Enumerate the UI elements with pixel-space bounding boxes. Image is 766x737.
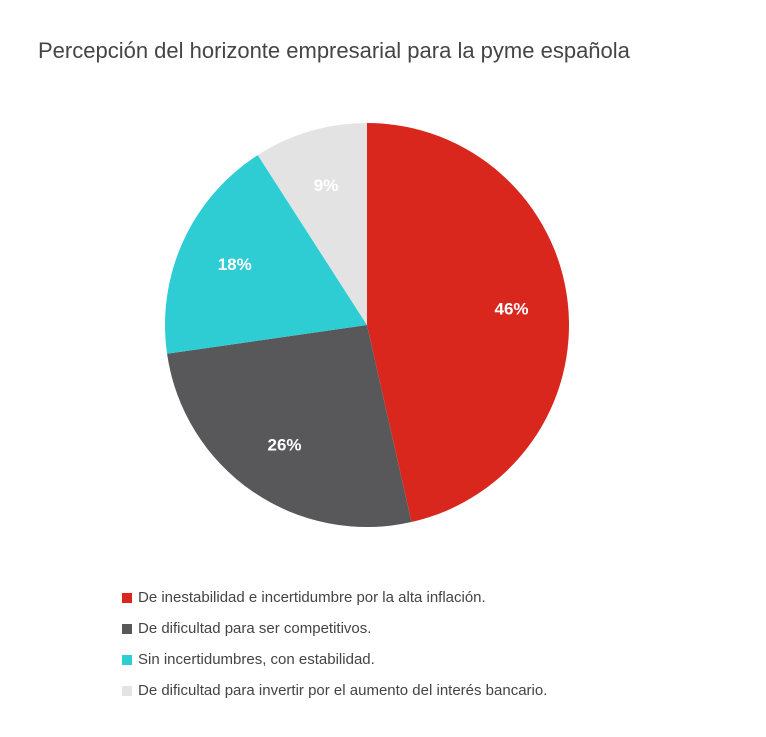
legend-label: De inestabilidad e incertidumbre por la …: [138, 589, 486, 606]
legend-swatch: [122, 623, 132, 634]
legend-label: De dificultad para ser competitivos.: [138, 620, 372, 637]
legend-label: Sin incertidumbres, con estabilidad.: [138, 651, 375, 668]
chart-legend: De inestabilidad e incertidumbre por la …: [122, 582, 547, 706]
slice-data-label: 26%: [268, 435, 302, 454]
legend-swatch: [122, 592, 132, 603]
pie-chart: 46% 26% 18% 9%: [165, 123, 569, 527]
legend-item: Sin incertidumbres, con estabilidad.: [122, 644, 547, 675]
legend-swatch: [122, 685, 132, 696]
slice-data-label: 18%: [218, 255, 252, 274]
legend-item: De inestabilidad e incertidumbre por la …: [122, 582, 547, 613]
slice-data-label: 46%: [495, 299, 529, 318]
pie-slice: [167, 325, 412, 527]
pie-slice: [257, 123, 367, 325]
legend-item: De dificultad para invertir por el aumen…: [122, 675, 547, 706]
legend-swatch: [122, 654, 132, 665]
legend-label: De dificultad para invertir por el aumen…: [138, 682, 548, 699]
chart-title: Percepción del horizonte empresarial par…: [38, 38, 630, 63]
slice-data-label: 9%: [314, 176, 339, 195]
pie-slice: [165, 155, 367, 354]
pie-slice: [367, 123, 569, 523]
legend-item: De dificultad para ser competitivos.: [122, 613, 547, 644]
